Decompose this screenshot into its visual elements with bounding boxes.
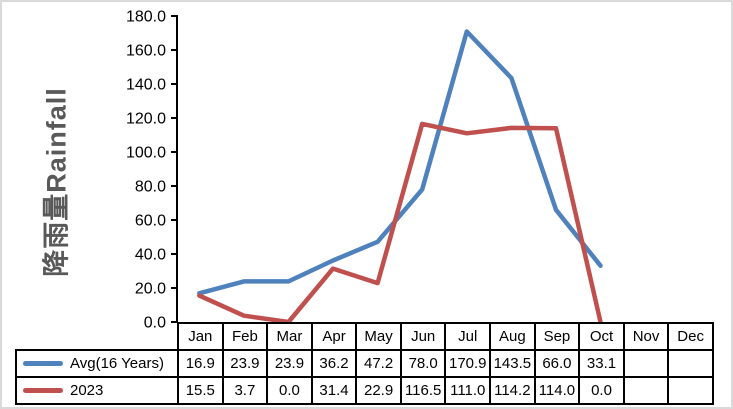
value-cell: 78.0 <box>399 349 447 378</box>
series-line-1 <box>197 121 603 325</box>
legend-key-avg-line-icon <box>23 361 63 366</box>
value-cell: 36.2 <box>310 349 358 378</box>
value-cell: 3.7 <box>221 376 269 405</box>
value-cell: 0.0 <box>578 376 625 405</box>
y-tick-label: 120.0 <box>126 111 166 128</box>
value-cell: 23.9 <box>221 349 269 378</box>
value-cell: 0.0 <box>266 376 313 405</box>
value-cell: 15.5 <box>177 376 224 405</box>
value-cell <box>622 349 670 378</box>
y-tick-label: 60.0 <box>135 213 166 230</box>
value-cell: 114.2 <box>489 376 536 405</box>
value-cell: 66.0 <box>533 349 581 378</box>
value-cell: 111.0 <box>444 376 492 405</box>
month-header-cell: Sep <box>533 322 581 351</box>
y-tick-label: 80.0 <box>135 179 166 196</box>
value-cell: 170.9 <box>444 349 492 378</box>
value-cell: 33.1 <box>578 349 625 378</box>
series-row-avg: Avg(16 Years) 16.9 23.9 23.9 36.2 47.2 78.0 17… <box>15 349 714 378</box>
value-cell <box>667 349 714 378</box>
value-cell: 31.4 <box>310 376 358 405</box>
month-header-cell: Feb <box>221 322 269 351</box>
value-cell: 23.9 <box>266 349 313 378</box>
month-header-cell: Jun <box>399 322 447 351</box>
table-corner-cell <box>16 323 178 350</box>
value-cell <box>667 376 714 405</box>
series-row-2023: 2023 15.5 3.7 0.0 31.4 22.9 116.5 111.0 114.2 11… <box>15 376 714 405</box>
value-cell: 16.9 <box>177 349 224 378</box>
y-tick-label: 100.0 <box>126 145 166 162</box>
legend-label-2023: 2023 <box>70 382 104 399</box>
value-cell: 114.0 <box>533 376 581 405</box>
y-tick-label: 20.0 <box>135 281 166 298</box>
month-header-cell: Jan <box>177 322 224 351</box>
month-header-cell: Mar <box>266 322 313 351</box>
series-line-0 <box>197 29 603 296</box>
y-tick-label: 180.0 <box>126 9 166 26</box>
month-header-row: Jan Feb Mar Apr May Jun Jul Aug Sep Oct Nov Dec <box>16 322 714 351</box>
y-tick-label: 40.0 <box>135 247 166 264</box>
legend-label-avg: Avg(16 Years) <box>70 355 164 372</box>
value-cell: 116.5 <box>399 376 447 405</box>
month-header-cell: Nov <box>622 322 670 351</box>
month-header-cell: Jul <box>444 322 492 351</box>
value-cell: 47.2 <box>355 349 402 378</box>
month-header-cell: Dec <box>667 322 714 351</box>
month-header-cell: Oct <box>578 322 625 351</box>
legend-cell-avg: Avg(16 Years) <box>15 349 179 378</box>
month-header-cell: Apr <box>310 322 358 351</box>
y-tick-label: 160.0 <box>126 43 166 60</box>
value-cell: 143.5 <box>489 349 536 378</box>
data-table: Jan Feb Mar Apr May Jun Jul Aug Sep Oct Nov Dec Avg… <box>15 322 714 405</box>
month-header-cell: May <box>355 322 402 351</box>
y-tick-label: 0.0 <box>144 315 166 332</box>
legend-cell-2023: 2023 <box>15 376 179 405</box>
y-tick-label: 140.0 <box>126 77 166 94</box>
value-cell <box>622 376 670 405</box>
month-header-cell: Aug <box>489 322 536 351</box>
plot-area: 180.0 160.0 140.0 120.0 100.0 80.0 60.0 40.0 20.… <box>126 9 603 332</box>
value-cell: 22.9 <box>355 376 402 405</box>
legend-key-2023-line-icon <box>23 388 63 393</box>
